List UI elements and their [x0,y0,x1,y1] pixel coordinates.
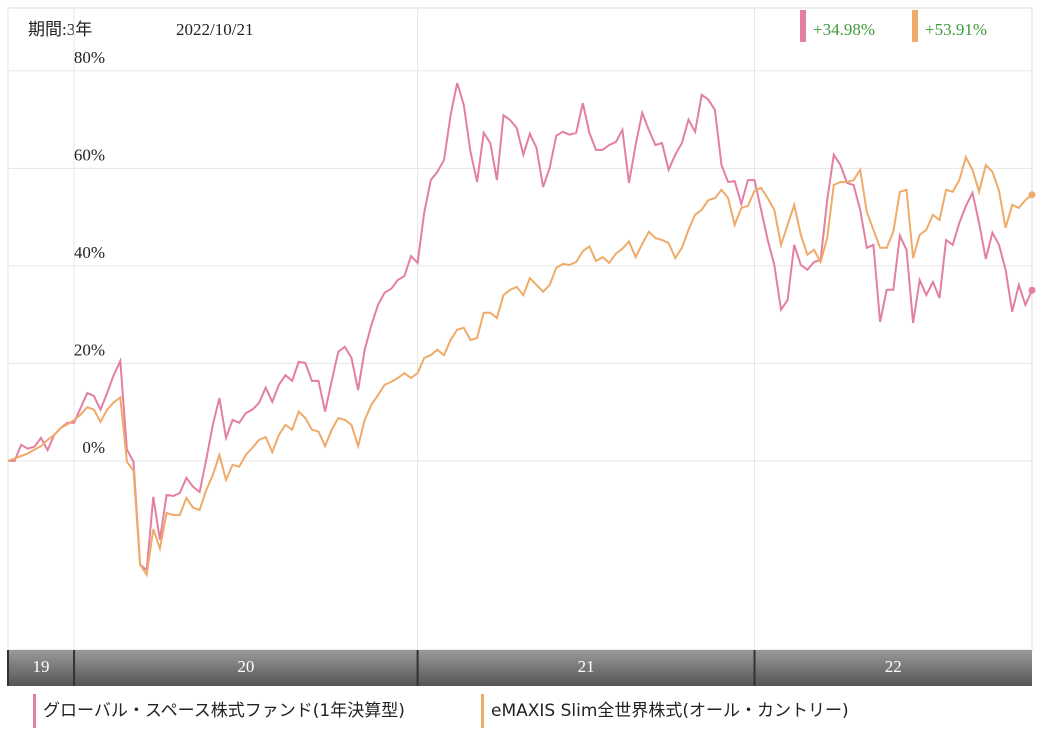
y-tick-label: 40% [74,243,105,262]
y-tick-label: 60% [74,145,105,164]
change-label: +53.91% [925,20,987,39]
y-tick-label: 80% [74,48,105,67]
legend-label: グローバル・スペース株式ファンド(1年決算型) [43,701,405,721]
year-label: 20 [237,657,254,676]
change-swatch [912,10,918,42]
legend-swatch [481,694,484,728]
y-tick-label: 0% [82,438,105,457]
period-label: 期間:3年 [28,20,92,39]
change-label: +34.98% [813,20,875,39]
change-swatch [800,10,806,42]
legend-swatch [33,694,36,728]
year-band [8,650,1032,686]
legend-label: eMAXIS Slim全世界株式(オール・カントリー) [491,701,849,721]
series-line [7,154,1033,578]
series-line [8,82,1033,573]
year-label: 21 [578,657,595,676]
year-label: 19 [33,657,50,676]
end-marker [1028,191,1036,199]
plot-area [7,7,1033,651]
date: 2022/10/21 [176,20,253,39]
y-tick-label: 20% [74,340,105,359]
year-label: 22 [885,657,902,676]
end-marker [1028,286,1036,294]
